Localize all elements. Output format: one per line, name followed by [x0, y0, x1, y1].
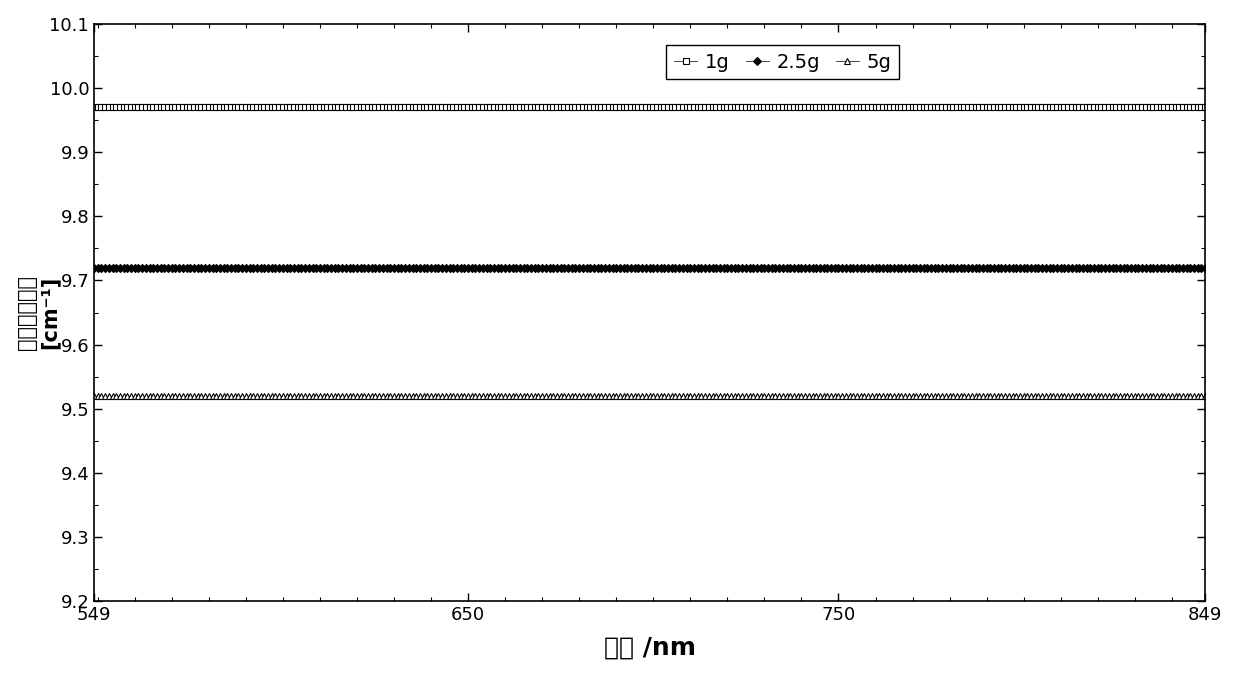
- 2.5g: [571, 264, 586, 272]
- 1g: [960, 103, 975, 111]
- 1g: [87, 103, 102, 111]
- 2.5g: [1023, 264, 1038, 272]
- Line: 5g: 5g: [92, 393, 1208, 399]
- 5g: [1198, 392, 1213, 400]
- 1g: [535, 103, 550, 111]
- 2.5g: [87, 264, 102, 272]
- X-axis label: 波长 /nm: 波长 /nm: [603, 635, 695, 659]
- 2.5g: [1198, 264, 1213, 272]
- 5g: [535, 392, 550, 400]
- 2.5g: [1116, 264, 1131, 272]
- 5g: [571, 392, 586, 400]
- 5g: [87, 392, 102, 400]
- 1g: [1198, 103, 1213, 111]
- Legend: 1g, 2.5g, 5g: 1g, 2.5g, 5g: [667, 45, 900, 80]
- 2.5g: [960, 264, 975, 272]
- 5g: [1116, 392, 1131, 400]
- 2.5g: [535, 264, 550, 272]
- 2.5g: [846, 264, 861, 272]
- 1g: [1116, 103, 1131, 111]
- 5g: [960, 392, 975, 400]
- 1g: [571, 103, 586, 111]
- 5g: [846, 392, 861, 400]
- 1g: [846, 103, 861, 111]
- Line: 2.5g: 2.5g: [92, 265, 1208, 270]
- Line: 1g: 1g: [92, 104, 1208, 110]
- Y-axis label: 约化散射系数
[cm⁻¹]: 约化散射系数 [cm⁻¹]: [16, 275, 59, 350]
- 5g: [1023, 392, 1038, 400]
- 1g: [1023, 103, 1038, 111]
